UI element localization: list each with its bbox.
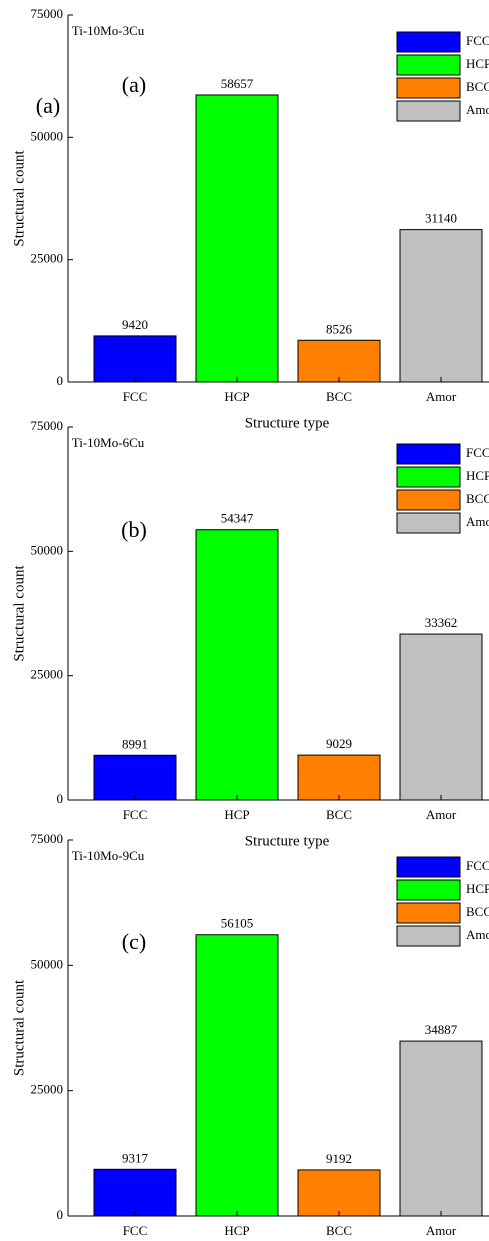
x-tick-label: Amor — [426, 389, 457, 404]
value-label: 58657 — [221, 76, 254, 91]
bar — [399, 1040, 483, 1217]
x-tick-label: FCC — [123, 807, 148, 822]
bar — [399, 633, 483, 801]
legend-swatch — [396, 902, 461, 924]
legend-label: FCC — [466, 445, 489, 460]
bar — [297, 754, 381, 801]
x-tick-label: FCC — [123, 1223, 148, 1238]
y-tick-label: 75000 — [31, 418, 64, 433]
x-tick-label: FCC — [123, 389, 148, 404]
legend-label: HCP — [466, 56, 489, 71]
legend-swatch — [396, 77, 461, 99]
y-axis-label: Structural count — [11, 150, 27, 247]
value-label: 33362 — [425, 615, 458, 630]
outer-panel-label: (a) — [36, 93, 60, 118]
y-tick-label: 25000 — [31, 251, 64, 266]
bar — [195, 94, 279, 383]
bar — [93, 754, 177, 801]
bar — [195, 529, 279, 801]
bar — [93, 1168, 177, 1217]
legend-swatch — [396, 925, 461, 947]
legend-label: Amor — [466, 927, 489, 942]
annotation: Ti-10Mo-6Cu — [72, 435, 145, 450]
x-tick-label: BCC — [326, 1223, 352, 1238]
value-label: 54347 — [221, 511, 254, 526]
legend-swatch — [396, 512, 461, 534]
panel-label: (c) — [122, 929, 146, 954]
x-tick-label: HCP — [224, 389, 249, 404]
legend-swatch — [396, 879, 461, 901]
annotation: Ti-10Mo-3Cu — [72, 23, 145, 38]
legend-label: HCP — [466, 468, 489, 483]
panel-label: (a) — [122, 72, 146, 97]
y-tick-label: 75000 — [31, 6, 64, 21]
x-tick-label: Amor — [426, 1223, 457, 1238]
y-tick-label: 75000 — [31, 831, 64, 846]
value-label: 56105 — [221, 916, 254, 931]
legend-label: Amor — [466, 102, 489, 117]
legend-swatch — [396, 466, 461, 488]
legend-label: HCP — [466, 881, 489, 896]
value-label: 34887 — [425, 1022, 458, 1037]
value-label: 9029 — [326, 736, 352, 751]
value-label: 9420 — [122, 317, 148, 332]
x-tick-label: BCC — [326, 807, 352, 822]
y-tick-label: 50000 — [31, 128, 64, 143]
x-tick-label: Amor — [426, 807, 457, 822]
bar — [297, 1169, 381, 1217]
bar — [93, 335, 177, 383]
panel-label: (b) — [121, 517, 147, 542]
y-axis-label: Structural count — [11, 979, 27, 1076]
legend-label: FCC — [466, 33, 489, 48]
legend-label: BCC — [466, 491, 489, 506]
legend-label: BCC — [466, 79, 489, 94]
y-tick-label: 50000 — [31, 956, 64, 971]
x-tick-label: HCP — [224, 1223, 249, 1238]
y-axis-label: Structural count — [11, 565, 27, 662]
bar — [399, 229, 483, 383]
x-tick-label: HCP — [224, 807, 249, 822]
value-label: 8991 — [122, 736, 148, 751]
y-tick-label: 0 — [57, 373, 64, 388]
value-label: 31140 — [425, 211, 457, 226]
y-tick-label: 25000 — [31, 667, 64, 682]
bar — [195, 934, 279, 1217]
legend-label: BCC — [466, 904, 489, 919]
legend-label: Amor — [466, 514, 489, 529]
legend-swatch — [396, 443, 461, 465]
x-tick-label: BCC — [326, 389, 352, 404]
y-tick-label: 0 — [57, 791, 64, 806]
y-tick-label: 25000 — [31, 1082, 64, 1097]
legend-swatch — [396, 856, 461, 878]
bar — [297, 339, 381, 383]
legend-swatch — [396, 489, 461, 511]
y-tick-label: 0 — [57, 1207, 64, 1222]
value-label: 9317 — [122, 1150, 149, 1165]
value-label: 8526 — [326, 321, 353, 336]
legend-swatch — [396, 31, 461, 53]
x-axis-label: Structure type — [245, 415, 330, 431]
value-label: 9192 — [326, 1151, 352, 1166]
y-tick-label: 50000 — [31, 542, 64, 557]
legend-swatch — [396, 100, 461, 122]
legend-swatch — [396, 54, 461, 76]
legend-label: FCC — [466, 858, 489, 873]
annotation: Ti-10Mo-9Cu — [72, 848, 145, 863]
x-axis-label: Structure type — [245, 833, 330, 849]
